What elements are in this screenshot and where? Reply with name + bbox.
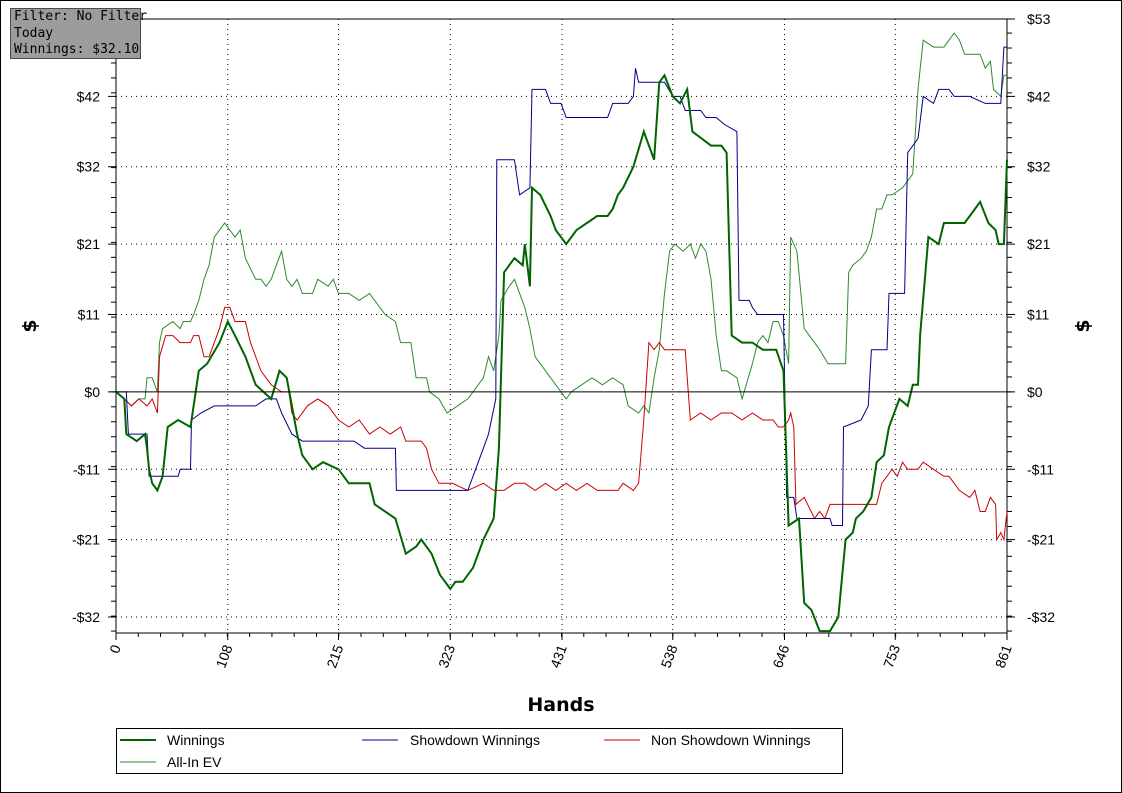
- y-tick-label-left: $21: [77, 236, 101, 252]
- x-tick-label: 753: [880, 642, 903, 670]
- series-lines: [115, 32, 1008, 633]
- grid-lines: [116, 19, 1007, 633]
- y-tick-label-right: -$32: [1027, 609, 1055, 625]
- y-tick-label-right: $21: [1027, 236, 1051, 252]
- axis-ticks: 0108215323431538646753861$53$53$42$42$32…: [72, 11, 1055, 670]
- x-tick-label: 108: [213, 642, 236, 670]
- x-tick-label: 646: [769, 642, 792, 670]
- y-axis-title-right: $: [1072, 319, 1094, 332]
- legend-label-showdown: Showdown Winnings: [410, 732, 540, 748]
- y-tick-label-right: $42: [1027, 88, 1051, 104]
- y-axis-title-left: $: [19, 319, 41, 332]
- series-line-showdown-winnings: [116, 46, 1007, 526]
- y-tick-label-left: -$11: [73, 461, 100, 477]
- legend-box: [116, 728, 843, 774]
- y-tick-label-left: -$32: [72, 609, 100, 625]
- legend-label-allin-ev: All-In EV: [167, 754, 222, 770]
- y-tick-label-right: -$21: [1027, 532, 1055, 548]
- x-tick-label: 323: [435, 642, 458, 670]
- x-axis-title: Hands: [527, 694, 594, 716]
- y-tick-label-right: -$11: [1027, 461, 1054, 477]
- legend-label-non-showdown: Non Showdown Winnings: [651, 732, 811, 748]
- x-tick-label: 861: [992, 642, 1015, 670]
- y-tick-label-left: $0: [84, 384, 100, 400]
- filter-info-box: Filter: No Filter Today Winnings: $32.10: [10, 8, 148, 59]
- legend: Winnings Showdown Winnings Non Showdown …: [116, 728, 843, 774]
- y-tick-label-left: $32: [77, 159, 101, 175]
- y-tick-label-right: $11: [1027, 306, 1050, 322]
- period-label: Today: [14, 25, 54, 41]
- x-tick-label: 538: [658, 642, 681, 670]
- x-tick-label: 431: [547, 642, 570, 670]
- series-line-winnings: [115, 73, 1008, 633]
- y-tick-label-right: $53: [1027, 11, 1051, 27]
- y-tick-label-left: $42: [77, 88, 101, 104]
- series-line-all-in-ev: [115, 32, 1007, 415]
- filter-label: Filter: No Filter: [14, 9, 148, 24]
- x-tick-label: 215: [323, 642, 346, 670]
- y-tick-label-right: $0: [1027, 384, 1043, 400]
- legend-label-winnings: Winnings: [167, 732, 225, 748]
- winnings-total-label: Winnings: $32.10: [14, 42, 140, 57]
- y-tick-label-left: -$21: [72, 532, 100, 548]
- y-tick-label-right: $32: [1027, 159, 1051, 175]
- series-line-non-showdown-winnings: [115, 306, 1008, 542]
- y-tick-label-left: $11: [78, 306, 101, 322]
